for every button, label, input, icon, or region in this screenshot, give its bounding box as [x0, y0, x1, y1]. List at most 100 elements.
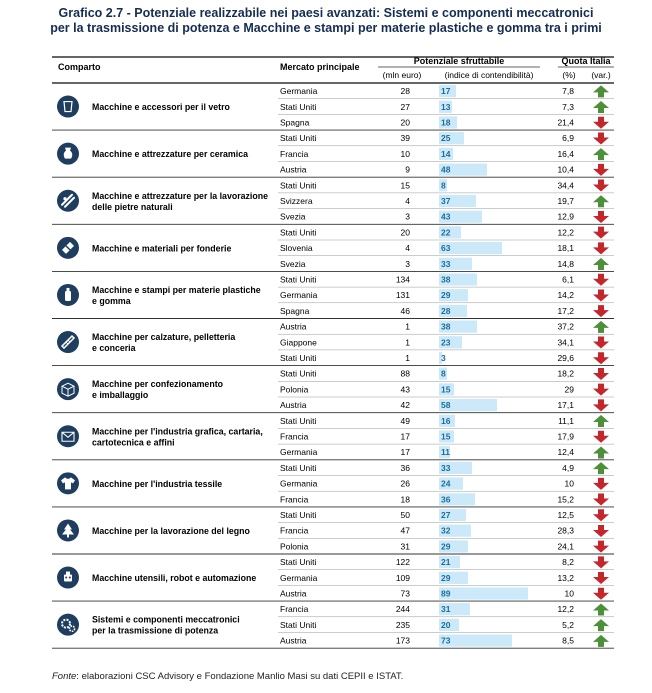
index-value: 13 [441, 102, 451, 112]
header-comparto: Comparto [58, 62, 101, 72]
table-row: Giappone 1 23 34,1 [278, 336, 614, 351]
quota-value: 7,8 [562, 86, 574, 96]
arrow-down-icon [593, 289, 609, 302]
arrow-down-icon [593, 116, 609, 129]
quota-value: 4,9 [562, 463, 574, 473]
quota-value: 14,8 [557, 259, 574, 269]
category-label: e gomma [92, 296, 131, 306]
market-name: Francia [280, 494, 309, 504]
index-value: 29 [441, 290, 451, 300]
index-value: 16 [441, 416, 451, 426]
mln-value: 26 [401, 479, 411, 489]
table-row: Stati Uniti 1 3 29,6 [280, 351, 609, 365]
table-row: Germania 26 24 10 [278, 477, 614, 492]
quota-value: 17,9 [557, 431, 574, 441]
index-bar [439, 430, 454, 443]
quota-value: 13,2 [557, 573, 574, 583]
mln-value: 17 [401, 447, 411, 457]
quota-value: 12,4 [557, 447, 574, 457]
mln-value: 9 [405, 165, 410, 175]
header-mercato: Mercato principale [280, 62, 360, 72]
market-name: Germania [280, 573, 318, 583]
index-bar [439, 320, 477, 333]
print-icon [57, 425, 79, 448]
quota-value: 37,2 [557, 322, 574, 332]
index-value: 58 [441, 400, 451, 410]
mln-value: 173 [396, 636, 410, 646]
table-row: Stati Uniti 88 8 18,2 [278, 367, 614, 382]
arrow-down-icon [593, 399, 609, 412]
market-name: Polonia [280, 541, 309, 551]
market-name: Germania [280, 447, 318, 457]
index-value: 33 [441, 463, 451, 473]
market-name: Austria [280, 165, 307, 175]
market-name: Svezia [280, 212, 306, 222]
chart-title-line-2: per la trasmissione di potenza e Macchin… [50, 21, 602, 35]
arrow-down-icon [593, 273, 609, 286]
index-bar [439, 634, 512, 647]
index-value: 21 [441, 557, 451, 567]
category-label: per la trasmissione di potenza [92, 626, 218, 636]
shirt-icon [57, 472, 79, 495]
index-value: 20 [441, 620, 451, 630]
index-value: 48 [441, 165, 451, 175]
category-label: Macchine e attrezzature per ceramica [92, 149, 248, 159]
index-bar [439, 100, 452, 113]
quota-value: 10 [565, 588, 575, 598]
bottle-icon [57, 283, 79, 306]
arrow-down-icon [593, 493, 609, 506]
chart-title-line-1: Grafico 2.7 - Potenziale realizzabile ne… [58, 6, 594, 20]
market-name: Stati Uniti [280, 133, 316, 143]
index-value: 25 [441, 133, 451, 143]
quota-value: 17,1 [557, 400, 574, 410]
quota-value: 12,2 [557, 604, 574, 614]
index-bar [439, 163, 487, 176]
quota-value: 6,9 [562, 133, 574, 143]
index-bar [439, 493, 475, 506]
header-mln: (mln euro) [383, 70, 422, 80]
index-value: 29 [441, 573, 451, 583]
index-bar [439, 571, 468, 584]
arrow-up-icon [593, 101, 609, 114]
index-bar [439, 524, 471, 537]
category-group: Macchine e attrezzature per la lavorazio… [52, 179, 614, 225]
category-label: Macchine per calzature, pelletteria [92, 332, 235, 342]
index-bar [439, 618, 459, 631]
quota-value: 16,4 [557, 149, 574, 159]
index-value: 27 [441, 510, 451, 520]
mln-value: 36 [401, 463, 411, 473]
index-bar [439, 179, 447, 192]
index-bar [439, 257, 472, 270]
category-group: Macchine per la lavorazione del legno Sta… [52, 508, 614, 555]
mln-value: 20 [401, 227, 411, 237]
quota-value: 15,2 [557, 494, 574, 504]
market-name: Stati Uniti [280, 620, 316, 630]
table-row: Austria 1 38 37,2 [278, 320, 614, 335]
market-name: Stati Uniti [280, 353, 316, 363]
table-row: Francia 10 14 16,4 [278, 147, 614, 162]
arrow-down-icon [593, 226, 609, 239]
index-bar [439, 304, 467, 317]
market-name: Austria [280, 636, 307, 646]
index-value: 18 [441, 117, 451, 127]
arrow-down-icon [593, 132, 609, 145]
arrow-down-icon [593, 430, 609, 443]
arrow-up-icon [593, 446, 609, 459]
mln-value: 28 [401, 86, 411, 96]
index-value: 63 [441, 243, 451, 253]
category-group: Macchine per l'industria tessile Stati Un… [52, 461, 614, 508]
quota-value: 7,3 [562, 102, 574, 112]
index-value: 22 [441, 227, 451, 237]
table-row: Austria 42 58 17,1 [280, 399, 609, 412]
arrow-up-icon [593, 195, 609, 208]
header-var: (var.) [591, 70, 611, 80]
table-row: Francia 17 15 17,9 [278, 430, 614, 445]
index-bar [439, 116, 457, 129]
table-row: Stati Uniti 134 38 6,1 [278, 273, 614, 288]
table-row: Stati Uniti 39 25 6,9 [278, 132, 614, 147]
market-name: Austria [280, 322, 307, 332]
mln-value: 134 [396, 274, 410, 284]
index-value: 32 [441, 526, 451, 536]
vase-icon [57, 142, 79, 165]
